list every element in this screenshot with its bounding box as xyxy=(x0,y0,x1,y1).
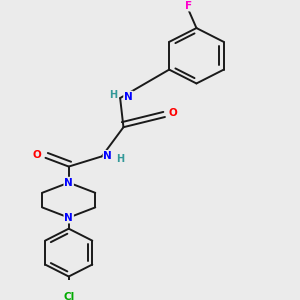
Text: N: N xyxy=(64,178,73,188)
Text: Cl: Cl xyxy=(63,292,74,300)
Text: F: F xyxy=(184,1,192,10)
Text: H: H xyxy=(116,154,124,164)
Text: O: O xyxy=(169,109,178,118)
Text: N: N xyxy=(124,92,133,102)
Text: O: O xyxy=(33,151,42,160)
Text: H: H xyxy=(109,90,117,100)
Text: N: N xyxy=(64,213,73,223)
Text: N: N xyxy=(103,151,112,161)
